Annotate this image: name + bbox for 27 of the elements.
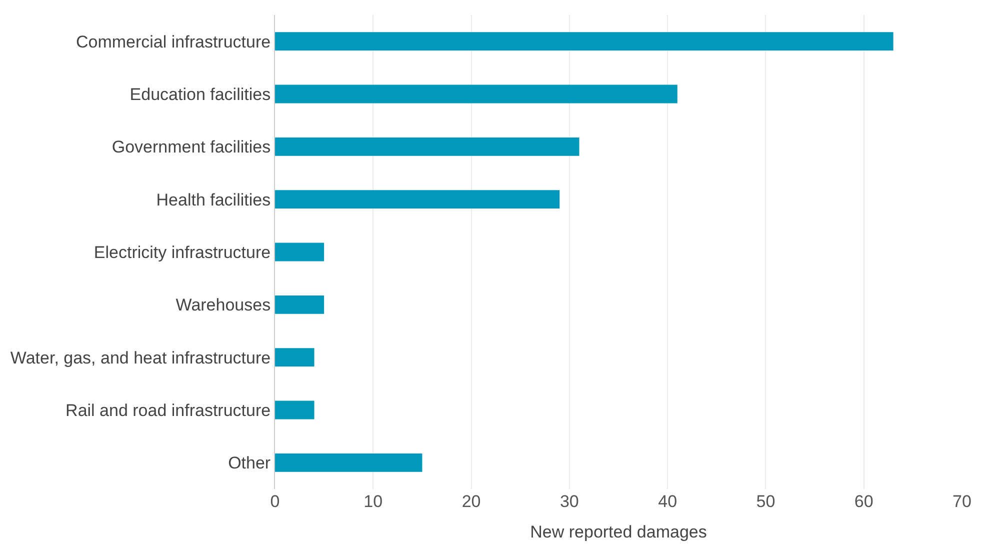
x-tick-label: 10: [364, 492, 383, 511]
bar: [275, 348, 314, 367]
y-tick-label: Water, gas, and heat infrastructure: [10, 348, 271, 368]
x-tick-label: 20: [462, 492, 481, 511]
x-tick-label: 40: [658, 492, 678, 511]
x-tick-label: 60: [854, 492, 874, 511]
bar: [275, 190, 560, 209]
y-tick-label: Government facilities: [112, 138, 271, 157]
x-tick-label: 30: [560, 492, 579, 511]
bar: [275, 32, 894, 51]
y-tick-label: Rail and road infrastructure: [66, 400, 271, 420]
y-tick-label: Electricity infrastructure: [94, 242, 271, 262]
y-tick-label: Other: [228, 454, 271, 473]
bar: [275, 453, 422, 472]
x-axis-title: New reported damages: [530, 522, 707, 542]
x-tick-label: 70: [952, 492, 972, 511]
y-tick-label: Warehouses: [176, 296, 271, 315]
bar: [275, 137, 580, 156]
bar: [275, 84, 678, 104]
y-tick-label: Commercial infrastructure: [76, 32, 271, 52]
bar: [275, 400, 314, 420]
bar: [275, 242, 324, 262]
bar: [275, 295, 324, 314]
x-tick-label: 50: [756, 492, 776, 511]
x-tick-label: 0: [270, 492, 280, 511]
y-tick-label: Education facilities: [130, 84, 271, 104]
y-tick-label: Health facilities: [156, 190, 271, 210]
